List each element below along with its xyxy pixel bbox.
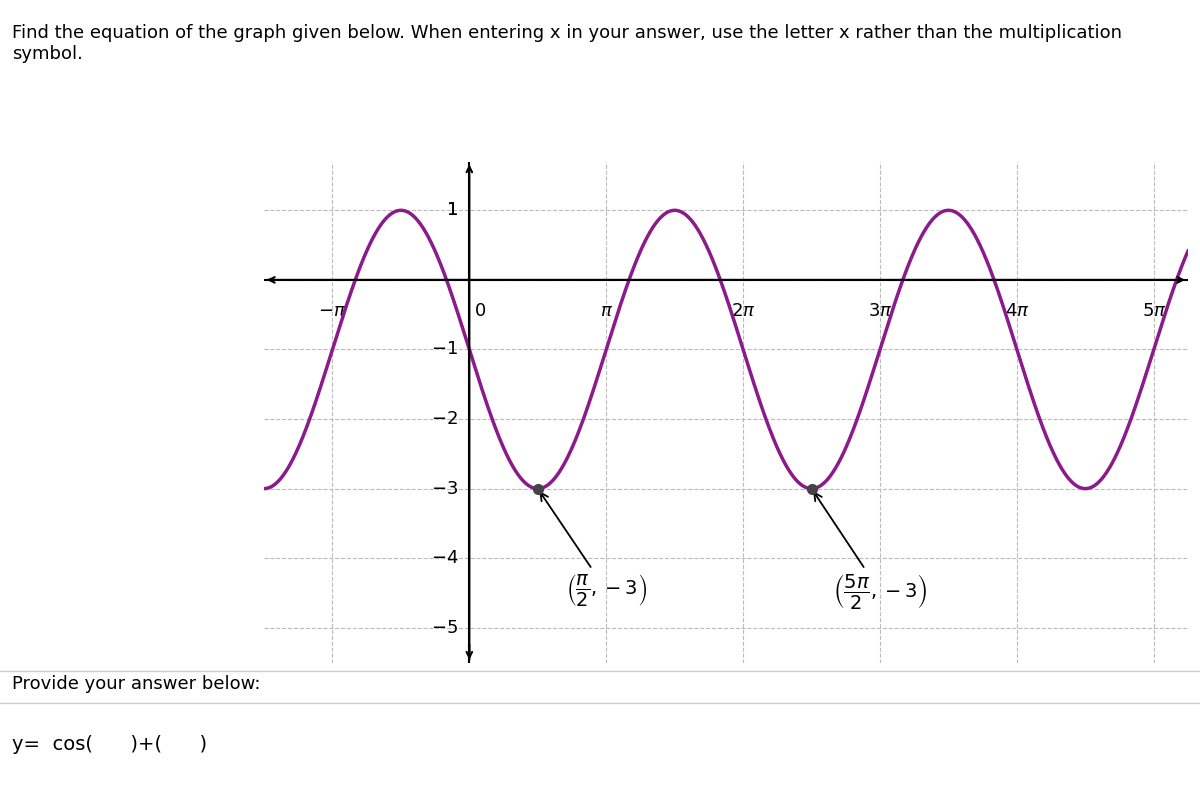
Text: $4\pi$: $4\pi$ bbox=[1004, 302, 1030, 320]
Text: $-2$: $-2$ bbox=[432, 410, 458, 428]
Text: $3\pi$: $3\pi$ bbox=[868, 302, 893, 320]
Text: $1$: $1$ bbox=[446, 201, 458, 219]
Text: $-1$: $-1$ bbox=[432, 340, 458, 359]
Text: $0$: $0$ bbox=[474, 302, 486, 320]
Text: $-3$: $-3$ bbox=[431, 480, 458, 498]
Text: $2\pi$: $2\pi$ bbox=[731, 302, 755, 320]
Text: $\left(\dfrac{5\pi}{2}, -3\right)$: $\left(\dfrac{5\pi}{2}, -3\right)$ bbox=[815, 493, 928, 611]
Text: $\left(\dfrac{\pi}{2}, -3\right)$: $\left(\dfrac{\pi}{2}, -3\right)$ bbox=[540, 493, 647, 608]
Text: $5\pi$: $5\pi$ bbox=[1141, 302, 1166, 320]
Text: Provide your answer below:: Provide your answer below: bbox=[12, 675, 260, 692]
Text: $-5$: $-5$ bbox=[431, 619, 458, 637]
Text: $-\pi$: $-\pi$ bbox=[318, 302, 347, 320]
Text: Find the equation of the graph given below. When entering x in your answer, use : Find the equation of the graph given bel… bbox=[12, 24, 1122, 63]
Text: $1$: $1$ bbox=[446, 201, 458, 219]
Text: $-4$: $-4$ bbox=[431, 549, 458, 567]
Text: y=  cos(      )+(      ): y= cos( )+( ) bbox=[12, 735, 208, 755]
Text: $\pi$: $\pi$ bbox=[600, 302, 613, 320]
